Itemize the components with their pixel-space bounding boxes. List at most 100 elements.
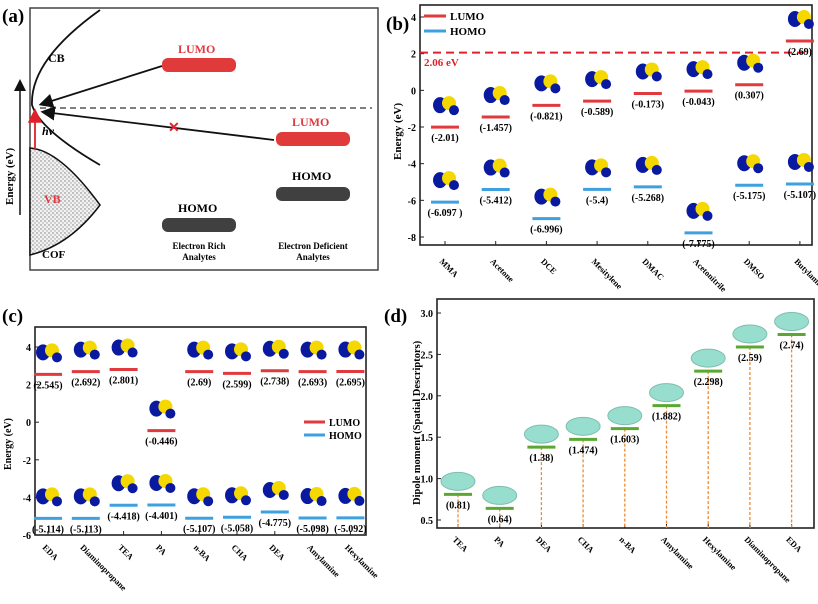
value-label: (-0.589) (581, 107, 614, 118)
plot-frame (34, 326, 367, 536)
value-label: (-5.107) (183, 524, 216, 535)
plot-frame (436, 298, 815, 529)
value-label: (-5.107) (784, 190, 817, 201)
legend-lumo-label: LUMO (329, 418, 360, 429)
orbital-lobe-negative (803, 161, 814, 172)
y-tick-label: 1.0 (421, 475, 434, 486)
x-tick-label: Acetonitrile (691, 256, 729, 294)
orbital-lobe-negative (241, 495, 251, 506)
panel-b-chart: (b) Energy (eV) 2.06 eV LUMO HOMO 4 2 0 -2 -… (386, 4, 818, 294)
orbital-lobe-negative (316, 349, 327, 360)
x-tick-label: Amylamine (659, 534, 696, 571)
value-label: (2.738) (260, 377, 289, 388)
value-label: (-5.114) (32, 524, 64, 535)
threshold-label: 2.06 eV (424, 57, 459, 69)
x-tick-label: DEA (534, 534, 554, 554)
value-label: (-5.058) (221, 523, 254, 534)
y-tick-label: -4 (408, 160, 416, 171)
value-label: (0.81) (446, 500, 470, 511)
y-tick-label: -2 (408, 123, 416, 134)
value-label: (2.693) (298, 378, 327, 389)
orbital-lobe-negative (165, 482, 176, 493)
x-tick-label: n-BA (192, 542, 213, 563)
value-label: (-5.4) (586, 195, 609, 206)
value-label: (1.474) (569, 445, 598, 456)
legend-homo-label: HOMO (329, 431, 362, 442)
rich-homo-bar (162, 218, 236, 232)
orbital-lobe-negative (499, 95, 510, 106)
y-tick-label: 4 (411, 13, 416, 24)
vb-label: VB (44, 192, 61, 206)
orbital-lobe-negative (354, 349, 365, 360)
value-label: (-5.113) (70, 524, 102, 535)
orbital-lobe-negative (449, 180, 459, 191)
x-tick-label: Amylamine (305, 542, 342, 579)
x-tick-label: Acetone (488, 256, 516, 284)
y-tick-label: 0.5 (421, 516, 434, 527)
legend-homo-label: HOMO (450, 26, 486, 38)
y-tick-label: -8 (408, 233, 416, 244)
orbital-lobe-negative (803, 19, 814, 30)
deficient-lumo-bar (276, 132, 350, 146)
rich-lumo-label: LUMO (178, 42, 215, 56)
panel-b-label: (b) (386, 14, 409, 35)
value-label: (-6.996) (530, 225, 563, 236)
orbital-lobe-negative (203, 349, 214, 360)
x-tick-label: Mesitylene (590, 256, 625, 291)
orbital-lobe-negative (354, 495, 365, 506)
molecule-surface (607, 406, 643, 426)
orbital-lobe-negative (203, 496, 214, 507)
value-label: (2.692) (71, 378, 100, 389)
cb-label: CB (48, 51, 65, 65)
value-label: (-1.457) (479, 123, 512, 134)
value-label: (1.603) (610, 435, 639, 446)
value-label: (2.74) (780, 341, 804, 352)
y-tick-label: 2 (411, 50, 416, 61)
conduction-band-curve (31, 9, 101, 166)
panel-d-ylabel: Dipole moment (Spatial Descriptors) (412, 340, 423, 505)
value-label: (-0.173) (632, 100, 665, 111)
value-label: (-5.268) (632, 193, 665, 204)
rich-caption-line2: Analytes (182, 252, 216, 262)
orbital-lobe-negative (89, 496, 100, 507)
orbital-lobe-negative (316, 496, 327, 507)
molecule-surface (774, 312, 810, 332)
orbital-lobe-negative (278, 348, 289, 359)
value-label: (-5.092) (334, 524, 367, 535)
value-label: (1.882) (652, 412, 681, 423)
orbital-lobe-negative (449, 105, 459, 116)
orbital-lobe-negative (89, 349, 100, 360)
value-label: (0.64) (488, 514, 512, 525)
x-tick-label: CHA (576, 534, 597, 555)
value-label: (-4.418) (107, 511, 140, 522)
valence-band-shape (29, 147, 101, 256)
value-label: (-4.775) (259, 518, 292, 529)
x-tick-label: DMAC (640, 256, 666, 282)
value-label: (2.59) (738, 353, 762, 364)
y-tick-label: 2 (26, 381, 31, 392)
orbital-lobe-negative (601, 167, 612, 178)
y-tick-label: 4 (26, 343, 31, 354)
value-label: (2.69) (187, 378, 211, 389)
y-tick-label: -2 (23, 456, 31, 467)
y-tick-label: 0 (26, 418, 31, 429)
deficient-homo-bar (276, 187, 350, 201)
y-tick-label: -6 (408, 196, 416, 207)
x-tick-label: Butylamine (792, 256, 818, 293)
panel-d-chart: (d) Dipole moment (Spatial Descriptors) … (384, 298, 815, 585)
panel-b-ylabel: Energy (eV) (392, 103, 404, 160)
rich-caption-line1: Electron Rich (172, 241, 225, 251)
value-label: (2.545) (33, 380, 62, 391)
electron-transfer-arrow (38, 65, 163, 108)
legend-lumo-label: LUMO (450, 11, 485, 23)
x-tick-label: MMA (438, 256, 461, 279)
orbital-lobe-negative (499, 167, 510, 178)
orbital-lobe-negative (52, 496, 62, 507)
molecule-surface (649, 383, 684, 403)
orbital-lobe-negative (601, 79, 612, 90)
panel-c-ylabel: Energy (eV) (3, 418, 14, 470)
molecule-surface (523, 424, 559, 444)
rich-homo-label: HOMO (178, 201, 217, 215)
orbital-lobe-negative (165, 408, 176, 419)
